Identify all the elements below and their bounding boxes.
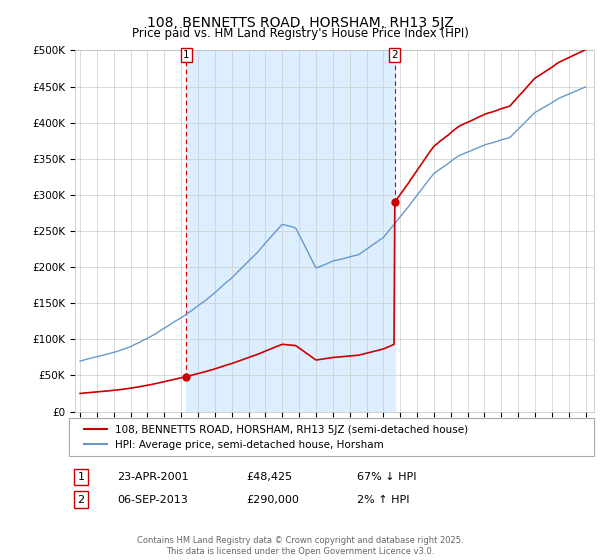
Text: £48,425: £48,425: [246, 472, 292, 482]
Legend: 108, BENNETTS ROAD, HORSHAM, RH13 5JZ (semi-detached house), HPI: Average price,: 108, BENNETTS ROAD, HORSHAM, RH13 5JZ (s…: [79, 421, 472, 454]
Text: 108, BENNETTS ROAD, HORSHAM, RH13 5JZ: 108, BENNETTS ROAD, HORSHAM, RH13 5JZ: [146, 16, 454, 30]
Text: 1: 1: [77, 472, 85, 482]
Text: £290,000: £290,000: [246, 494, 299, 505]
Text: 06-SEP-2013: 06-SEP-2013: [117, 494, 188, 505]
Text: 67% ↓ HPI: 67% ↓ HPI: [357, 472, 416, 482]
Text: Contains HM Land Registry data © Crown copyright and database right 2025.
This d: Contains HM Land Registry data © Crown c…: [137, 536, 463, 556]
Text: 2: 2: [77, 494, 85, 505]
Text: 23-APR-2001: 23-APR-2001: [117, 472, 188, 482]
Text: 1: 1: [183, 50, 190, 60]
Bar: [186, 50, 395, 412]
Text: Price paid vs. HM Land Registry's House Price Index (HPI): Price paid vs. HM Land Registry's House …: [131, 27, 469, 40]
Text: 2: 2: [391, 50, 398, 60]
Text: 2% ↑ HPI: 2% ↑ HPI: [357, 494, 409, 505]
